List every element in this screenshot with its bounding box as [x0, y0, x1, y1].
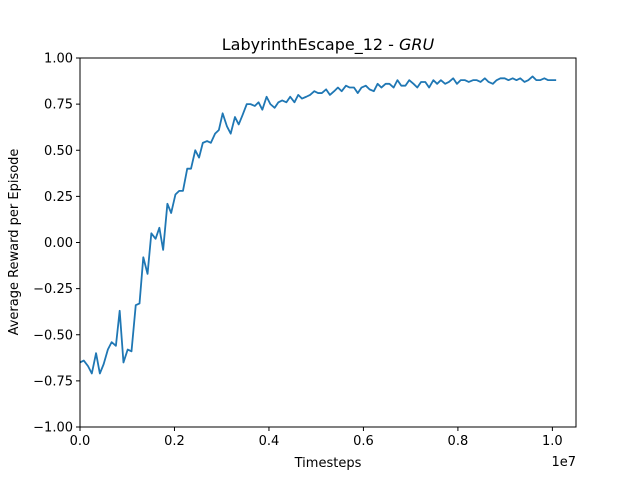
- y-tick-label: 0.25: [44, 190, 73, 205]
- series-line: [79, 75, 557, 375]
- chart-title-italic: GRU: [399, 35, 435, 54]
- axes-frame: [79, 57, 577, 428]
- y-tick-label: 0.00: [44, 236, 73, 251]
- y-tick-label: 0.75: [44, 98, 73, 113]
- chart-title-main: LabyrinthEscape_12 -: [222, 35, 399, 55]
- chart-title: LabyrinthEscape_12 - GRU: [222, 35, 435, 55]
- plot-area: [79, 75, 557, 375]
- y-axis-ticks: −1.00 −0.75 −0.50 −0.25 0.00 0.25 0.50 0.75 1.00: [33, 52, 80, 436]
- y-tick-label: −0.75: [33, 374, 73, 389]
- x-tick-label: 0.8: [448, 434, 469, 449]
- y-tick-label: −1.00: [33, 421, 73, 436]
- x-tick-label: 0.0: [70, 434, 91, 449]
- y-axis-label: Average Reward per Episode: [7, 149, 22, 336]
- x-tick-label: 0.4: [259, 434, 280, 449]
- y-tick-label: −0.50: [33, 328, 73, 343]
- x-axis-ticks: 0.0 0.2 0.4 0.6 0.8 1.0: [70, 427, 563, 449]
- x-axis-multiplier: 1e7: [551, 455, 576, 470]
- x-tick-label: 0.6: [353, 434, 374, 449]
- x-axis-label: Timesteps: [294, 456, 362, 471]
- y-tick-label: 0.50: [44, 144, 73, 159]
- y-tick-label: −0.25: [33, 282, 73, 297]
- x-tick-label: 1.0: [542, 434, 563, 449]
- x-tick-label: 0.2: [164, 434, 185, 449]
- y-tick-label: 1.00: [44, 52, 73, 67]
